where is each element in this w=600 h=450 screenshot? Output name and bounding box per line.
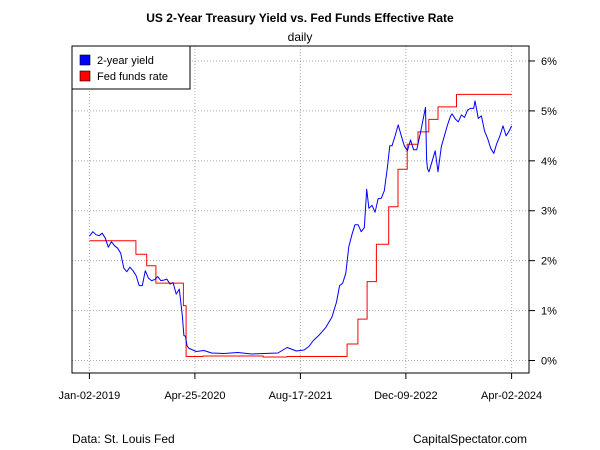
- y-tick-label: 2%: [541, 256, 557, 268]
- x-tick-label: Apr-02-2024: [481, 390, 542, 402]
- plot-area: [71, 45, 530, 374]
- y-tick-label: 3%: [541, 206, 557, 218]
- x-tick-label: Aug-17-2021: [269, 390, 333, 402]
- legend-box: [71, 45, 191, 90]
- x-tick-label: Jan-02-2019: [59, 390, 121, 402]
- legend: 2-year yield Fed funds rate: [71, 45, 191, 90]
- legend-swatch: [79, 70, 91, 82]
- series-line-fed-funds-rate: [89, 93, 512, 358]
- series-line-2-year-yield: [89, 100, 513, 355]
- x-tick-label: Apr-25-2020: [164, 390, 225, 402]
- y-tick-label: 0%: [541, 356, 557, 368]
- series-layer: [89, 93, 513, 358]
- y-tick-label: 5%: [541, 106, 557, 118]
- legend-swatch: [79, 54, 91, 66]
- legend-label: 2-year yield: [97, 55, 154, 67]
- brand-credit: CapitalSpectator.com: [412, 432, 527, 446]
- y-tick-label: 1%: [541, 306, 557, 318]
- grid-lines: [72, 46, 529, 373]
- x-tick-label: Dec-09-2022: [374, 390, 438, 402]
- y-tick-label: 4%: [541, 156, 557, 168]
- axes: 0% 1% 2% 3% 4% 5% 6% Jan-02-2019 Apr-25-2020 Aug-…: [59, 56, 558, 402]
- y-tick-label: 6%: [541, 56, 557, 68]
- chart-subtitle: daily: [288, 30, 313, 44]
- chart-title: US 2-Year Treasury Yield vs. Fed Funds E…: [146, 11, 454, 25]
- source-note: Data: St. Louis Fed: [72, 432, 175, 446]
- legend-label: Fed funds rate: [97, 71, 168, 83]
